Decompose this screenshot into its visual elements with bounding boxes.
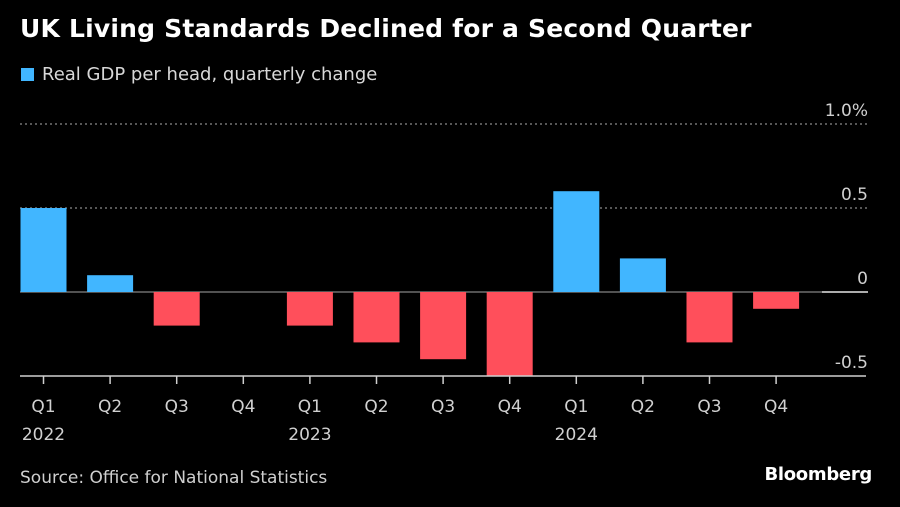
x-year-label: 2022 (22, 425, 65, 445)
x-tick-label: Q4 (764, 397, 788, 417)
x-tick-label: Q2 (364, 397, 388, 417)
bar (686, 292, 733, 343)
y-tick-label: 0 (857, 269, 868, 289)
x-tick-label: Q3 (431, 397, 455, 417)
y-tick-label: -0.5 (835, 353, 868, 373)
bar (553, 191, 600, 292)
legend: Real GDP per head, quarterly change (21, 64, 377, 85)
bar (753, 292, 800, 309)
bar (87, 275, 134, 292)
legend-swatch (21, 68, 34, 81)
bar (20, 208, 67, 292)
bloomberg-logo: Bloomberg (764, 464, 872, 485)
x-tick-label: Q2 (98, 397, 122, 417)
x-tick-label: Q2 (631, 397, 655, 417)
y-tick-label: 0.5 (841, 185, 868, 205)
legend-label: Real GDP per head, quarterly change (42, 64, 378, 85)
bar (619, 258, 666, 292)
x-tick-label: Q1 (298, 397, 322, 417)
x-tick-label: Q1 (564, 397, 588, 417)
x-tick-label: Q4 (231, 397, 255, 417)
y-axis-labels: 1.0% 0.5 0 -0.5 (825, 101, 868, 373)
x-tick-label: Q3 (697, 397, 721, 417)
bar (420, 292, 467, 360)
x-tick-label: Q4 (498, 397, 522, 417)
gridlines (20, 123, 868, 293)
chart-title: UK Living Standards Declined for a Secon… (20, 14, 752, 43)
x-year-label: 2024 (555, 425, 598, 445)
x-tick-label: Q1 (31, 397, 55, 417)
bars (20, 191, 800, 376)
x-axis: Q1 2022 Q2 Q3 Q4 Q1 2023 Q2 Q3 Q4 Q1 2024 Q2 Q3 Q4 (20, 375, 866, 445)
bar (153, 292, 200, 326)
bar (353, 292, 400, 343)
bar (486, 292, 533, 376)
bar (286, 292, 333, 326)
x-year-label: 2023 (288, 425, 331, 445)
y-tick-label: 1.0% (825, 101, 868, 121)
source-note: Source: Office for National Statistics (20, 468, 328, 488)
x-tick-label: Q3 (165, 397, 189, 417)
